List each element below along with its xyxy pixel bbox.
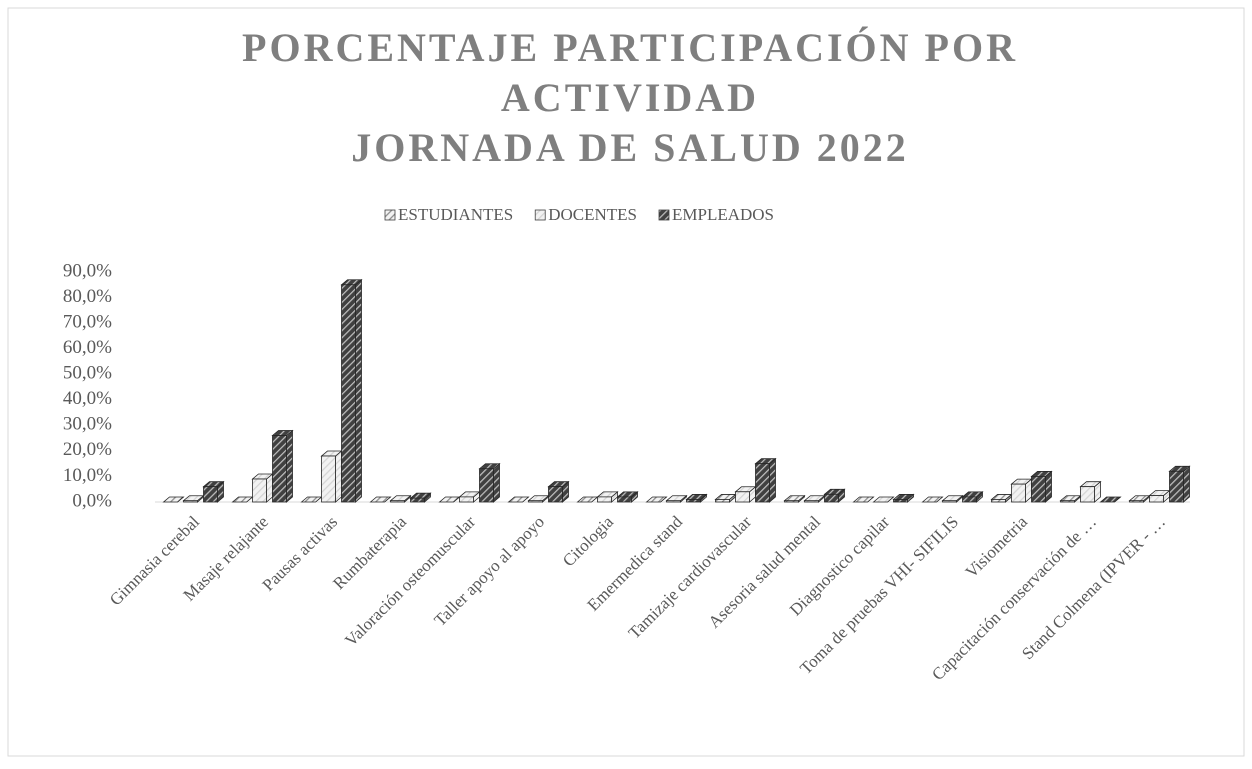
bar [755,463,770,503]
bar [272,435,287,503]
bar [252,478,267,503]
bar [1080,486,1095,503]
bar [1169,470,1184,503]
y-tick-label: 10,0% [63,465,112,486]
y-tick-label: 90,0% [63,260,112,281]
bar [1011,483,1026,503]
bar [824,493,839,503]
bar [410,497,425,503]
bar [942,500,957,503]
bar [715,499,730,503]
bar [203,486,218,503]
bar-top [1099,496,1122,503]
y-tick-label: 50,0% [63,363,112,384]
bar [784,500,799,503]
legend-label: EMPLEADOS [672,205,774,224]
bar-side [335,450,342,503]
legend-label: DOCENTES [548,205,637,224]
bar-top [645,496,668,503]
y-tick-label: 20,0% [63,439,112,460]
bar [991,499,1006,503]
legend-swatch [658,209,670,221]
bar [321,455,336,503]
bar [479,468,494,503]
bar [459,496,474,503]
bar [804,500,819,503]
bar-top [507,496,530,503]
bar [528,500,543,503]
y-tick-label: 0,0% [72,490,112,511]
bar-side [355,278,362,503]
bar-top [369,496,392,503]
bar [1031,476,1046,503]
bar [1149,495,1164,503]
bar [617,496,632,503]
y-tick-label: 60,0% [63,337,112,358]
bar-top [921,496,944,503]
bar-side [286,429,293,503]
bar [735,491,750,503]
bar-top [872,496,895,503]
bar [183,500,198,503]
bar-top [852,496,875,503]
bar [1129,500,1144,503]
bar-side [493,462,500,503]
chart-title: JORNADA DE SALUD 2022 [351,125,909,170]
y-tick-label: 80,0% [63,286,112,307]
chart-title: ACTIVIDAD [501,75,759,120]
legend-swatch [534,209,546,221]
bar [686,499,701,503]
bar [390,500,405,503]
bar-top [162,496,185,503]
y-tick-label: 30,0% [63,414,112,435]
bar-side [1183,465,1190,503]
legend-label: ESTUDIANTES [398,205,513,224]
bar [1060,500,1075,503]
bar [597,496,612,503]
bar [962,496,977,503]
bar-side [769,457,776,503]
y-tick-label: 40,0% [63,388,112,409]
bar [893,499,908,503]
bar [341,284,356,503]
y-tick-label: 70,0% [63,311,112,332]
legend-swatch [384,209,396,221]
bar [548,486,563,503]
chart-title: PORCENTAJE PARTICIPACIÓN POR [242,25,1018,70]
chart-border [7,7,1245,757]
bar [666,500,681,503]
